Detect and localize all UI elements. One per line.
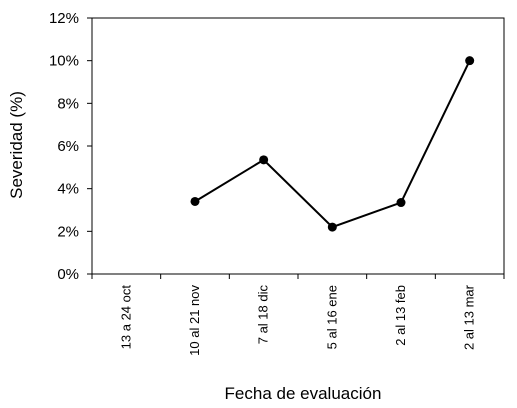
y-tick-label: 6%: [57, 138, 79, 155]
x-axis: 13 a 24 oct 10 al 21 nov 7 al 18 dic 5 al 1…: [91, 274, 505, 356]
data-point: [396, 198, 406, 208]
y-axis-title: Severidad (%): [7, 91, 26, 199]
x-tick-label: 7 al 18 dic: [256, 285, 271, 345]
y-tick-label: 2%: [57, 223, 79, 240]
x-tick-label: 10 al 21 nov: [187, 285, 202, 356]
y-axis: 0% 2% 4% 6% 8% 10% 12%: [49, 10, 92, 283]
y-tick-label: 4%: [57, 181, 79, 198]
series-line: [194, 60, 471, 229]
x-axis-title: Fecha de evaluación: [225, 384, 382, 403]
x-tick-label: 13 a 24 oct: [118, 285, 133, 350]
plot-area: [91, 17, 505, 275]
y-tick-label: 0%: [57, 266, 79, 283]
y-tick-label: 10%: [49, 53, 79, 70]
data-point: [190, 196, 200, 206]
y-tick-label: 12%: [49, 10, 79, 27]
data-point: [259, 155, 269, 165]
data-point: [465, 56, 475, 66]
y-tick-label: 8%: [57, 95, 79, 112]
plot-border: [91, 17, 505, 275]
data-point: [327, 222, 337, 232]
x-tick-label: 5 al 16 ene: [324, 285, 339, 349]
x-tick-label: 2 al 13 mar: [462, 284, 477, 350]
x-tick-label: 2 al 13 feb: [393, 285, 408, 346]
